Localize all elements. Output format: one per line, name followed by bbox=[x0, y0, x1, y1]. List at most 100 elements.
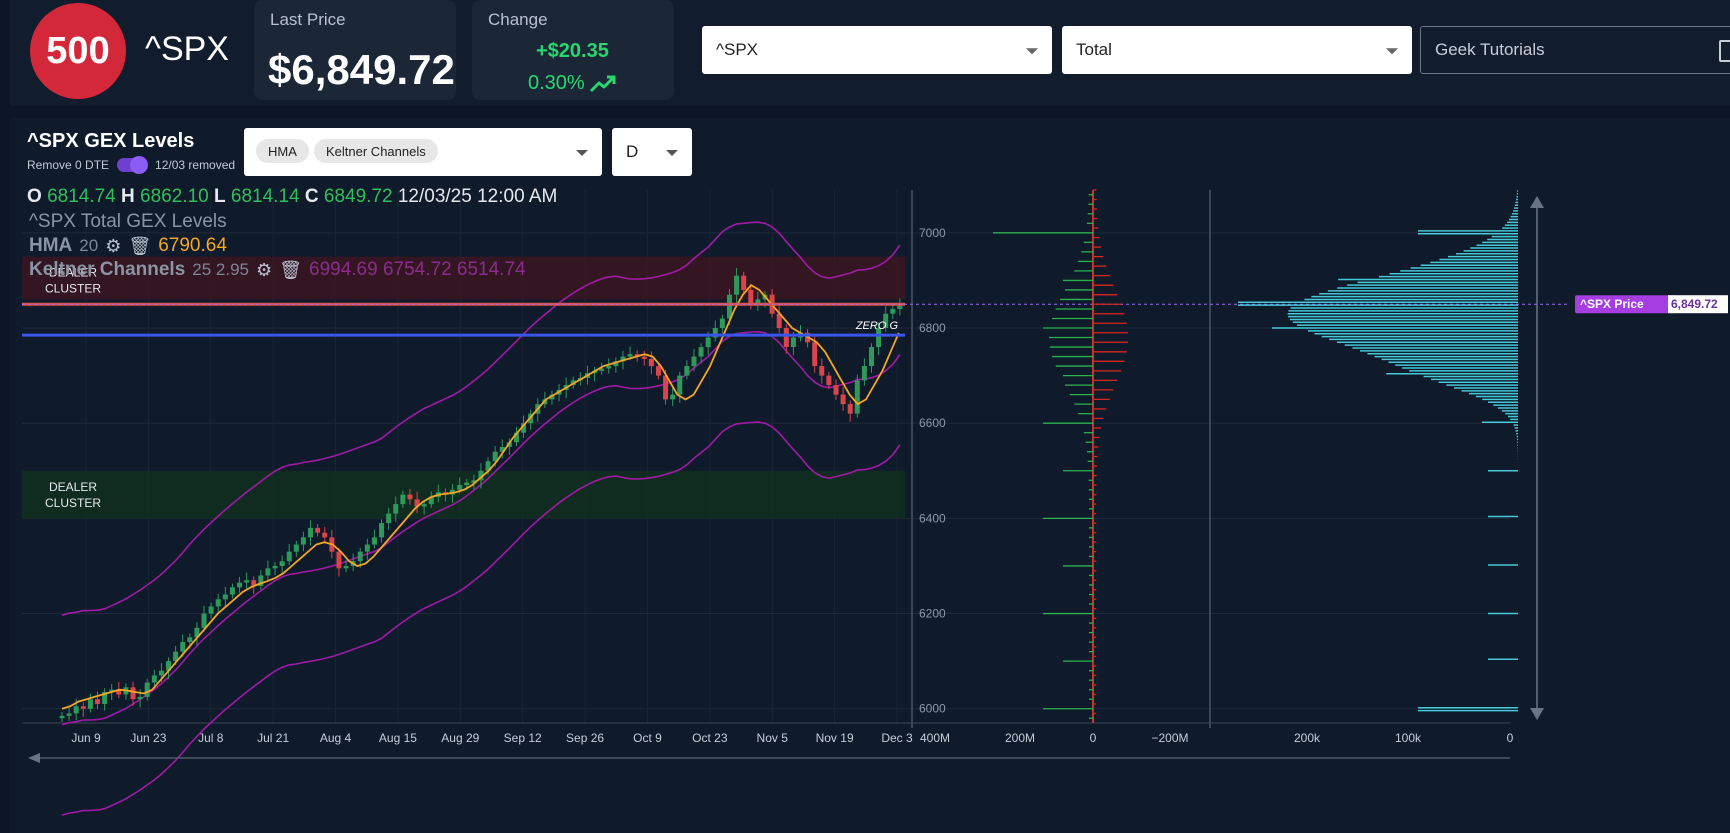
symbol-title: ^SPX bbox=[145, 30, 229, 68]
candle bbox=[613, 361, 619, 367]
tutorials-placeholder: Geek Tutorials bbox=[1435, 40, 1545, 59]
ohlc-readout: O 6814.74 H 6862.10 L 6814.14 C 6849.72 … bbox=[27, 186, 557, 208]
candle bbox=[599, 368, 605, 371]
legend-total-label: ^SPX Total GEX Levels bbox=[29, 211, 227, 232]
candle bbox=[847, 404, 853, 414]
candle bbox=[471, 480, 477, 483]
removed-note: 12/03 removed bbox=[155, 158, 236, 172]
candle bbox=[66, 713, 72, 716]
timeframe-select[interactable]: D bbox=[612, 128, 692, 176]
candle bbox=[457, 485, 463, 490]
keltner-band bbox=[61, 330, 901, 726]
gear-icon[interactable]: ⚙ bbox=[256, 260, 273, 280]
change-amount: +$20.35 bbox=[536, 40, 609, 62]
candle bbox=[840, 394, 846, 405]
candle bbox=[620, 356, 626, 362]
keltner-band bbox=[61, 221, 901, 616]
indicator-select[interactable]: HMA Keltner Channels bbox=[244, 128, 602, 176]
high-value: 6862.10 bbox=[140, 186, 209, 207]
x-tick-label: Sep 12 bbox=[504, 731, 542, 745]
candle bbox=[400, 494, 406, 505]
hma-line bbox=[61, 284, 900, 710]
x-tick-label: Oct 9 bbox=[633, 731, 662, 745]
y-tick-label: 6200 bbox=[919, 607, 946, 621]
y-tick-label: 7000 bbox=[919, 226, 946, 240]
x-tick-label: Dec 3 bbox=[881, 731, 913, 745]
candle bbox=[272, 565, 278, 569]
y-tick-label: 6600 bbox=[919, 416, 946, 430]
candle bbox=[861, 366, 867, 381]
x-tick-label: Nov 19 bbox=[816, 731, 854, 745]
dealer-cluster-label: CLUSTER bbox=[45, 496, 101, 510]
timeframe-value: D bbox=[626, 142, 639, 161]
chevron-down-icon bbox=[576, 150, 588, 156]
candle bbox=[144, 682, 150, 697]
candle bbox=[336, 551, 342, 569]
gex-chart[interactable]: DEALER CLUSTER DEALER CLUSTER ZERO G ^SPX Pr… bbox=[10, 118, 1730, 833]
dealer-cluster-zone bbox=[22, 470, 905, 519]
dealer-cluster-label: DEALER bbox=[49, 266, 97, 280]
trash-icon[interactable]: 🗑 bbox=[128, 236, 152, 256]
x-tick-label: Aug 29 bbox=[441, 731, 479, 745]
candle bbox=[258, 575, 264, 586]
candle bbox=[734, 275, 740, 295]
candle bbox=[215, 599, 221, 607]
candle bbox=[194, 627, 200, 638]
candle bbox=[151, 675, 157, 683]
candle bbox=[237, 582, 243, 588]
candle bbox=[87, 699, 93, 709]
candle bbox=[776, 313, 782, 329]
indicator-chip-hma[interactable]: HMA bbox=[256, 139, 309, 163]
candle bbox=[407, 494, 413, 500]
x-tick-label: Oct 23 bbox=[692, 731, 728, 745]
gear-icon[interactable]: ⚙ bbox=[105, 236, 122, 256]
symbol-select[interactable]: ^SPX bbox=[702, 26, 1052, 74]
symbol-select-value: ^SPX bbox=[716, 40, 758, 59]
y-tick-label: 6400 bbox=[919, 511, 946, 525]
panel-title: ^SPX GEX Levels bbox=[27, 130, 195, 152]
candle bbox=[464, 482, 470, 486]
candle bbox=[549, 394, 555, 400]
candle bbox=[428, 496, 434, 505]
top-bar: 500 ^SPX Last Price $6,849.72 Change +$2… bbox=[10, 0, 1730, 106]
candle bbox=[648, 358, 654, 367]
x-tick-label: Jun 9 bbox=[71, 731, 101, 745]
ohlc-datetime: 12/03/25 12:00 AM bbox=[397, 186, 558, 207]
legend-hma: HMA 20 ⚙ 🗑 6790.64 bbox=[29, 234, 526, 258]
arrow-left-icon[interactable] bbox=[28, 753, 40, 763]
candle bbox=[300, 537, 306, 545]
candle bbox=[726, 294, 732, 319]
tutorials-select[interactable]: Geek Tutorials bbox=[1420, 26, 1730, 74]
last-price-value: $6,849.72 bbox=[268, 46, 455, 93]
candle bbox=[627, 354, 633, 357]
candle bbox=[712, 328, 718, 338]
candle bbox=[279, 561, 285, 566]
candle bbox=[819, 366, 825, 376]
arrow-down-icon[interactable] bbox=[1530, 708, 1544, 720]
candle bbox=[705, 337, 711, 348]
candle bbox=[109, 689, 115, 693]
remove-0dte-toggle[interactable] bbox=[117, 156, 149, 174]
candle bbox=[102, 692, 108, 704]
candle bbox=[95, 699, 101, 704]
current-price-label: ^SPX Price bbox=[1580, 297, 1644, 311]
candle bbox=[670, 394, 676, 400]
arrow-up-icon[interactable] bbox=[1530, 196, 1544, 208]
candle bbox=[876, 328, 882, 348]
current-price-badge bbox=[1575, 295, 1676, 314]
last-price-card: Last Price $6,849.72 bbox=[254, 0, 456, 100]
candle bbox=[308, 527, 314, 538]
volume-axis-label: 100k bbox=[1395, 731, 1422, 745]
candle bbox=[833, 385, 839, 395]
legend-hma-param: 20 bbox=[79, 236, 99, 255]
gex-mode-select[interactable]: Total bbox=[1062, 26, 1412, 74]
candle bbox=[414, 499, 420, 507]
trash-icon[interactable]: 🗑 bbox=[279, 260, 302, 280]
candle bbox=[421, 504, 427, 507]
candle bbox=[80, 706, 86, 709]
last-price-label: Last Price bbox=[270, 10, 346, 29]
remove-0dte-row: Remove 0 DTE 12/03 removed bbox=[27, 156, 236, 174]
indicator-chip-keltner[interactable]: Keltner Channels bbox=[314, 139, 438, 163]
indicator-legend: ^SPX Total GEX Levels HMA 20 ⚙ 🗑 6790.64… bbox=[29, 210, 526, 282]
